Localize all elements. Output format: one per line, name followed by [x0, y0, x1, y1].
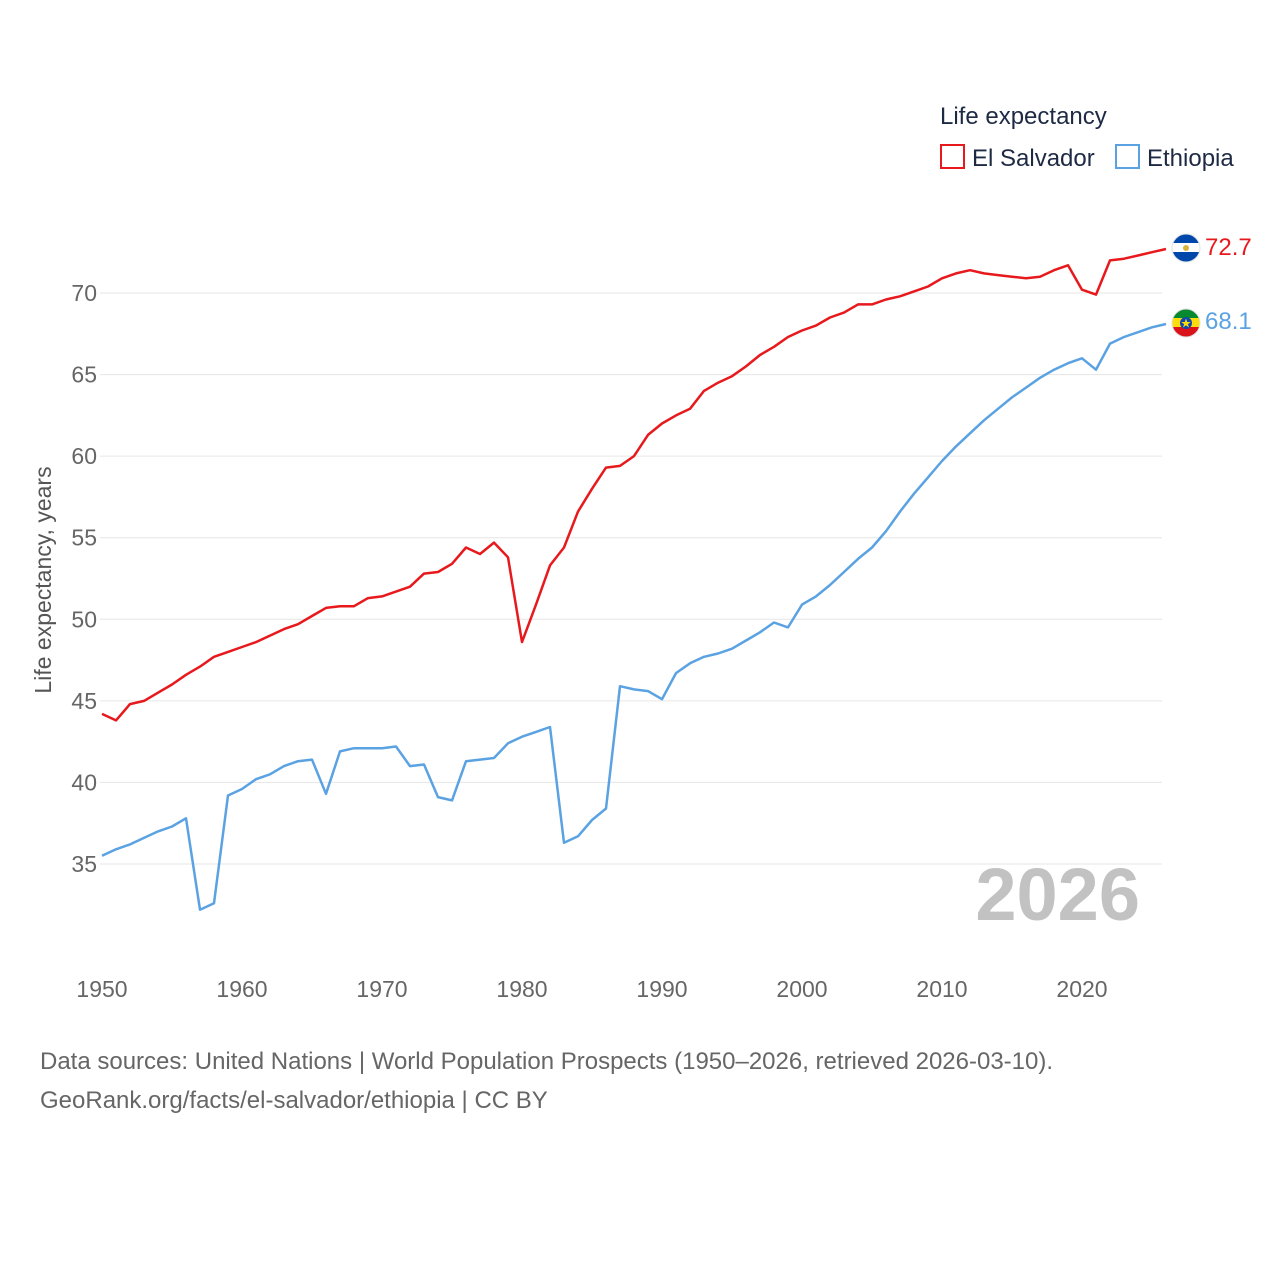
- legend-item-el-salvador[interactable]: El Salvador: [940, 144, 1095, 172]
- series-lines: [101, 247, 1167, 911]
- source-line: Data sources: United Nations | World Pop…: [40, 1048, 1054, 1075]
- y-tick-label: 70: [71, 280, 97, 306]
- el-salvador-flag-icon: [1172, 234, 1200, 262]
- current-year-label: 2026: [975, 853, 1140, 936]
- gridlines: [100, 292, 1162, 865]
- legend-label-el-salvador: El Salvador: [972, 145, 1095, 172]
- y-tick-label: 35: [71, 851, 97, 877]
- ethiopia-flag-icon: [1172, 309, 1200, 337]
- legend-title: Life expectancy: [940, 103, 1107, 130]
- y-tick-label: 45: [71, 688, 97, 714]
- series-line-ethiopia[interactable]: [101, 322, 1167, 911]
- legend-swatch-ethiopia: [1115, 144, 1140, 169]
- x-tick-label: 2020: [1056, 976, 1107, 1002]
- y-axis-ticks: 35 40 45 50 55 60 65 70: [71, 280, 97, 877]
- x-tick-label: 1960: [216, 976, 267, 1002]
- x-tick-label: 1950: [76, 976, 127, 1002]
- end-value-label-el-salvador: 72.7: [1205, 234, 1252, 261]
- x-tick-label: 2010: [916, 976, 967, 1002]
- x-tick-label: 2000: [776, 976, 827, 1002]
- x-axis-ticks: 1950 1960 1970 1980 1990 2000 2010 2020: [76, 976, 1107, 1002]
- end-value-label-ethiopia: 68.1: [1205, 308, 1252, 335]
- credit-line[interactable]: GeoRank.org/facts/el-salvador/ethiopia |…: [40, 1087, 548, 1114]
- x-tick-label: 1970: [356, 976, 407, 1002]
- y-axis-label: Life expectancy, years: [30, 466, 56, 693]
- y-tick-label: 60: [71, 443, 97, 469]
- y-tick-label: 65: [71, 362, 97, 388]
- y-tick-label: 50: [71, 606, 97, 632]
- y-tick-label: 55: [71, 525, 97, 551]
- legend-swatch-el-salvador: [940, 144, 965, 169]
- x-tick-label: 1980: [496, 976, 547, 1002]
- series-line-el-salvador[interactable]: [101, 247, 1167, 722]
- x-tick-label: 1990: [636, 976, 687, 1002]
- legend-label-ethiopia: Ethiopia: [1147, 145, 1234, 172]
- source-note: Data sources: United Nations | World Pop…: [40, 1042, 1240, 1120]
- legend-item-ethiopia[interactable]: Ethiopia: [1115, 144, 1234, 172]
- legend: Life expectancy El Salvador Ethiopia: [940, 103, 1234, 172]
- y-tick-label: 40: [71, 769, 97, 795]
